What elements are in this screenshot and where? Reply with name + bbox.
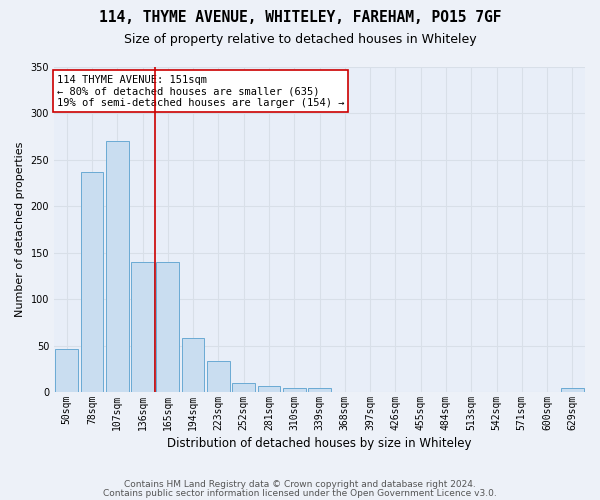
Bar bbox=[131, 262, 154, 392]
Bar bbox=[257, 386, 280, 392]
Y-axis label: Number of detached properties: Number of detached properties bbox=[15, 142, 25, 317]
Text: Contains HM Land Registry data © Crown copyright and database right 2024.: Contains HM Land Registry data © Crown c… bbox=[124, 480, 476, 489]
Bar bbox=[182, 338, 205, 392]
Text: Size of property relative to detached houses in Whiteley: Size of property relative to detached ho… bbox=[124, 32, 476, 46]
Bar bbox=[80, 172, 103, 392]
Bar bbox=[157, 262, 179, 392]
Bar bbox=[106, 141, 128, 392]
Bar bbox=[207, 362, 230, 392]
Text: 114 THYME AVENUE: 151sqm
← 80% of detached houses are smaller (635)
19% of semi-: 114 THYME AVENUE: 151sqm ← 80% of detach… bbox=[56, 74, 344, 108]
Text: 114, THYME AVENUE, WHITELEY, FAREHAM, PO15 7GF: 114, THYME AVENUE, WHITELEY, FAREHAM, PO… bbox=[99, 10, 501, 25]
Bar bbox=[561, 388, 584, 392]
Text: Contains public sector information licensed under the Open Government Licence v3: Contains public sector information licen… bbox=[103, 488, 497, 498]
X-axis label: Distribution of detached houses by size in Whiteley: Distribution of detached houses by size … bbox=[167, 437, 472, 450]
Bar bbox=[308, 388, 331, 392]
Bar bbox=[55, 349, 78, 392]
Bar bbox=[283, 388, 305, 392]
Bar bbox=[232, 382, 255, 392]
